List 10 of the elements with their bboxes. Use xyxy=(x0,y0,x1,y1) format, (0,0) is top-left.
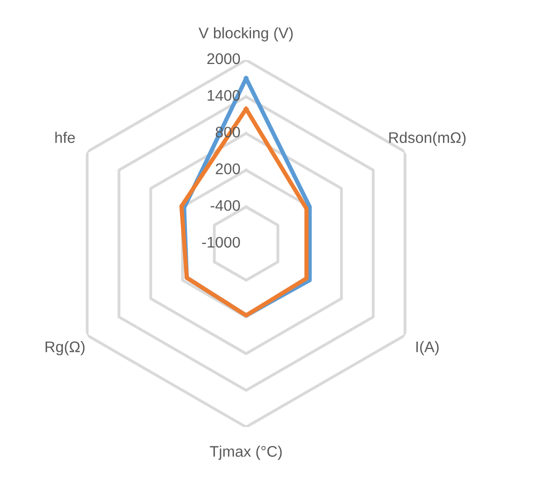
spoke-label: hfe xyxy=(55,132,75,144)
spoke-label: Tjmax (°C) xyxy=(210,446,282,460)
spoke-label: I(A) xyxy=(416,341,439,356)
y-tick-label: 2000 xyxy=(207,53,240,64)
spoke-label: Rg(Ω) xyxy=(46,341,85,356)
y-tick-label: 200 xyxy=(216,163,240,174)
y-tick-label: -400 xyxy=(210,200,240,211)
y-tick-label: -1000 xyxy=(202,236,240,248)
spoke-label: Rdson(mΩ) xyxy=(389,132,466,146)
spoke-label: V blocking (V) xyxy=(198,27,293,42)
